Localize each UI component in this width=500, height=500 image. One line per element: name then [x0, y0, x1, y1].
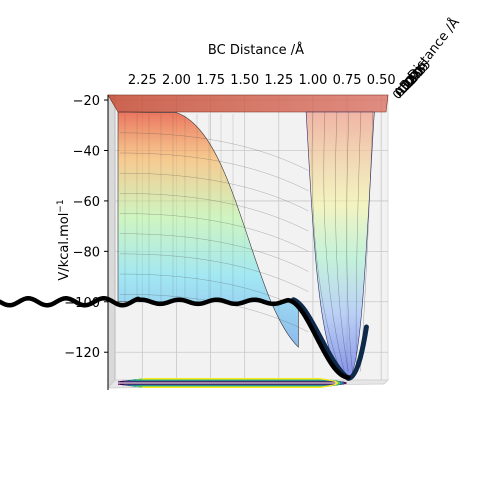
contour-line — [144, 377, 338, 389]
z-axis: −20 −40 −60 −80 −100 −120 V/kcal.mol−1 — [56, 94, 109, 390]
surface-body — [117, 111, 299, 348]
surface-mesh-line — [119, 132, 309, 171]
z-tick-label: −60 — [73, 195, 100, 210]
x-tick-label: 1.25 — [264, 73, 293, 88]
z-tick-label: −20 — [73, 94, 100, 109]
z-tick-label: −40 — [73, 144, 100, 159]
x-tick-label: 2.00 — [162, 73, 191, 88]
z-label-main: V/kcal.mol — [57, 213, 72, 281]
trajectory-line — [0, 296, 351, 380]
x-axis-label: BC Distance /Å — [208, 42, 304, 58]
energy-surface — [107, 94, 389, 378]
surface-mesh-line — [119, 193, 309, 232]
z-axis-ticks: −20 −40 −60 −80 −100 −120 — [64, 94, 108, 361]
surface-mesh-line — [119, 172, 309, 212]
z-tick-label: −100 — [64, 296, 100, 311]
x-tick-label: 1.00 — [298, 73, 327, 88]
surface-mesh-line — [346, 111, 353, 372]
z-axis-label: V/kcal.mol−1 — [56, 199, 72, 280]
trajectory — [0, 296, 369, 382]
x-tick-label: 1.50 — [230, 73, 259, 88]
surface-mesh-line — [335, 111, 349, 372]
z-tick-label: −80 — [73, 245, 100, 260]
x-axis: BC Distance /Å 2.25 2.00 1.75 1.50 1.25 1.00 0… — [128, 42, 396, 88]
surface-mesh-line — [119, 152, 309, 191]
surface-mesh-line — [311, 111, 341, 372]
x-tick-label: 0.75 — [333, 73, 362, 88]
z-tick-label: −120 — [64, 346, 100, 361]
x-axis-ticks: 2.25 2.00 1.75 1.50 1.25 1.00 0.75 0.50 — [128, 73, 396, 88]
surface-top-face — [107, 94, 389, 113]
left-pane — [107, 94, 116, 390]
y-axis-ticks: 0.500.751.001.251.501.752.002.25 — [390, 57, 434, 102]
x-tick-label: 1.75 — [196, 73, 225, 88]
surface-mesh-line — [119, 253, 309, 292]
y-axis: AB Distance /Å 0.500.751.001.251.501.752… — [390, 15, 463, 102]
surface-mesh-line — [119, 233, 309, 272]
z-label-sup: −1 — [56, 199, 66, 212]
surface-mesh-line — [355, 111, 362, 372]
x-tick-label: 2.25 — [128, 73, 157, 88]
floor-contours — [118, 377, 348, 389]
x-tick-label: 0.50 — [367, 73, 396, 88]
surface-mesh-line — [323, 111, 345, 372]
surface-mesh-line — [119, 213, 309, 252]
